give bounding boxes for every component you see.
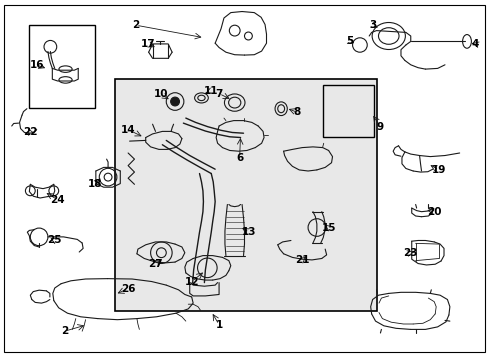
- Bar: [115, 79, 376, 311]
- Text: 22: 22: [23, 127, 38, 138]
- Text: 5: 5: [346, 36, 352, 46]
- Bar: [322, 85, 373, 137]
- Text: 4: 4: [470, 39, 478, 49]
- Text: 25: 25: [47, 235, 62, 246]
- Text: 18: 18: [88, 179, 102, 189]
- Text: 16: 16: [29, 60, 44, 70]
- Text: 10: 10: [154, 89, 168, 99]
- Text: 13: 13: [242, 227, 256, 237]
- Text: 21: 21: [294, 255, 309, 265]
- Text: 1: 1: [215, 320, 222, 330]
- Text: 24: 24: [50, 195, 65, 205]
- Text: 26: 26: [121, 284, 135, 294]
- Text: 15: 15: [321, 222, 335, 233]
- Text: 8: 8: [293, 107, 300, 117]
- Text: 11: 11: [203, 86, 218, 96]
- Text: 9: 9: [376, 122, 383, 132]
- Text: 3: 3: [368, 20, 375, 30]
- Text: 2: 2: [132, 20, 139, 30]
- Circle shape: [170, 97, 179, 106]
- Text: 19: 19: [431, 165, 446, 175]
- Text: 20: 20: [426, 207, 441, 217]
- Bar: [29, 25, 95, 108]
- Text: 23: 23: [403, 248, 417, 258]
- Text: 14: 14: [121, 125, 135, 135]
- Text: 6: 6: [236, 153, 243, 163]
- Text: 27: 27: [148, 258, 163, 269]
- Text: 17: 17: [140, 39, 155, 49]
- Text: 12: 12: [184, 276, 199, 287]
- Text: 7: 7: [215, 89, 223, 99]
- Text: 2: 2: [61, 326, 68, 336]
